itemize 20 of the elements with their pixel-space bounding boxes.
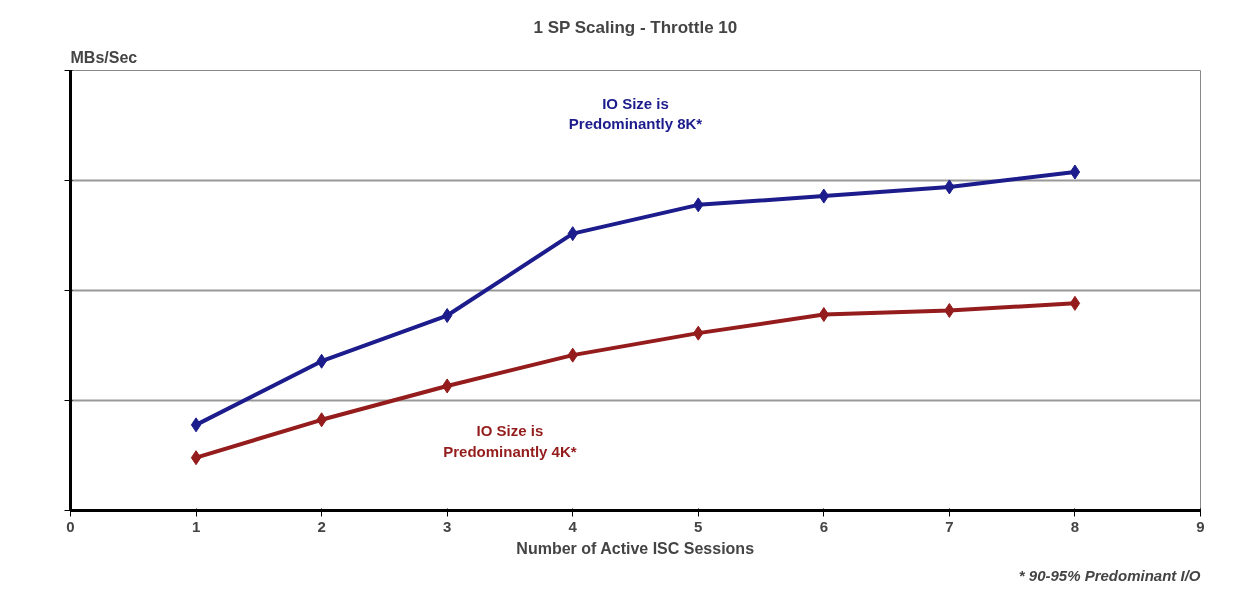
x-axis-title: Number of Active ISC Sessions bbox=[516, 539, 755, 557]
x-tick-label: 3 bbox=[443, 517, 452, 535]
x-tick-label: 2 bbox=[317, 517, 326, 535]
point bbox=[1069, 164, 1081, 180]
x-tick-label: 4 bbox=[568, 517, 578, 535]
x-tick-label: 9 bbox=[1196, 517, 1205, 535]
x-tick-label: 5 bbox=[694, 517, 703, 535]
x-tick-label: 7 bbox=[945, 517, 954, 535]
point bbox=[190, 417, 202, 433]
series-label: IO Size is Predominantly 4K* bbox=[443, 422, 577, 460]
x-tick-label: 0 bbox=[66, 517, 75, 535]
point bbox=[190, 450, 202, 466]
text: MBs/Sec bbox=[70, 48, 138, 66]
x-tick-label: 6 bbox=[819, 517, 829, 535]
x-tick-label: 1 bbox=[191, 517, 201, 535]
chart-title: 1 SP Scaling - Throttle 10 bbox=[533, 17, 738, 37]
text: * 90-95% Predominant I/O bbox=[1018, 566, 1201, 584]
text: IO Size is Predominantly 8K* bbox=[568, 94, 703, 133]
point bbox=[1069, 295, 1081, 311]
x-tick-label: 8 bbox=[1070, 517, 1080, 535]
